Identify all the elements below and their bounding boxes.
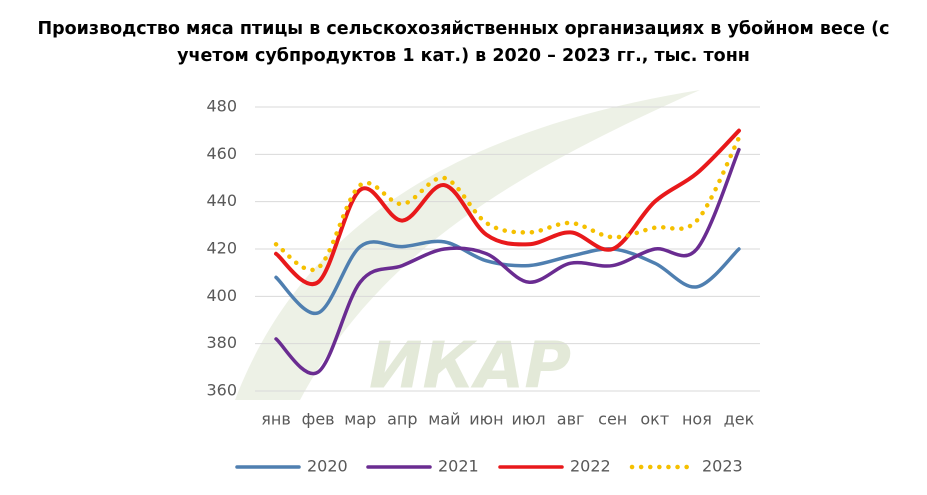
legend-label: 2022	[570, 457, 611, 476]
watermark-shape	[235, 90, 700, 400]
x-tick-label: апр	[387, 410, 417, 429]
y-tick-label: 380	[206, 333, 237, 352]
x-tick-label: июл	[511, 410, 545, 429]
y-tick-label: 360	[206, 381, 237, 400]
y-tick-label: 460	[206, 144, 237, 163]
x-tick-label: дек	[724, 410, 755, 429]
x-tick-label: янв	[261, 410, 291, 429]
x-tick-label: июн	[469, 410, 503, 429]
x-tick-label: авг	[557, 410, 585, 429]
x-tick-label: окт	[640, 410, 669, 429]
x-tick-label: фев	[302, 410, 335, 429]
x-tick-label: ноя	[682, 410, 712, 429]
y-tick-label: 420	[206, 239, 237, 258]
legend-label: 2023	[702, 457, 743, 476]
chart-title: Производство мяса птицы в сельскохозяйст…	[37, 19, 890, 66]
line-series	[274, 147, 741, 376]
watermark: ИКАР	[369, 330, 571, 404]
line-series	[274, 128, 741, 287]
x-tick-label: сен	[598, 410, 627, 429]
legend-label: 2020	[307, 457, 348, 476]
legend-label: 2021	[438, 457, 479, 476]
y-tick-label: 480	[206, 97, 237, 116]
y-tick-label: 440	[206, 191, 237, 210]
x-tick-label: мар	[344, 410, 376, 429]
y-tick-label: 400	[206, 286, 237, 305]
line-series	[273, 135, 742, 273]
x-tick-label: май	[428, 410, 460, 429]
